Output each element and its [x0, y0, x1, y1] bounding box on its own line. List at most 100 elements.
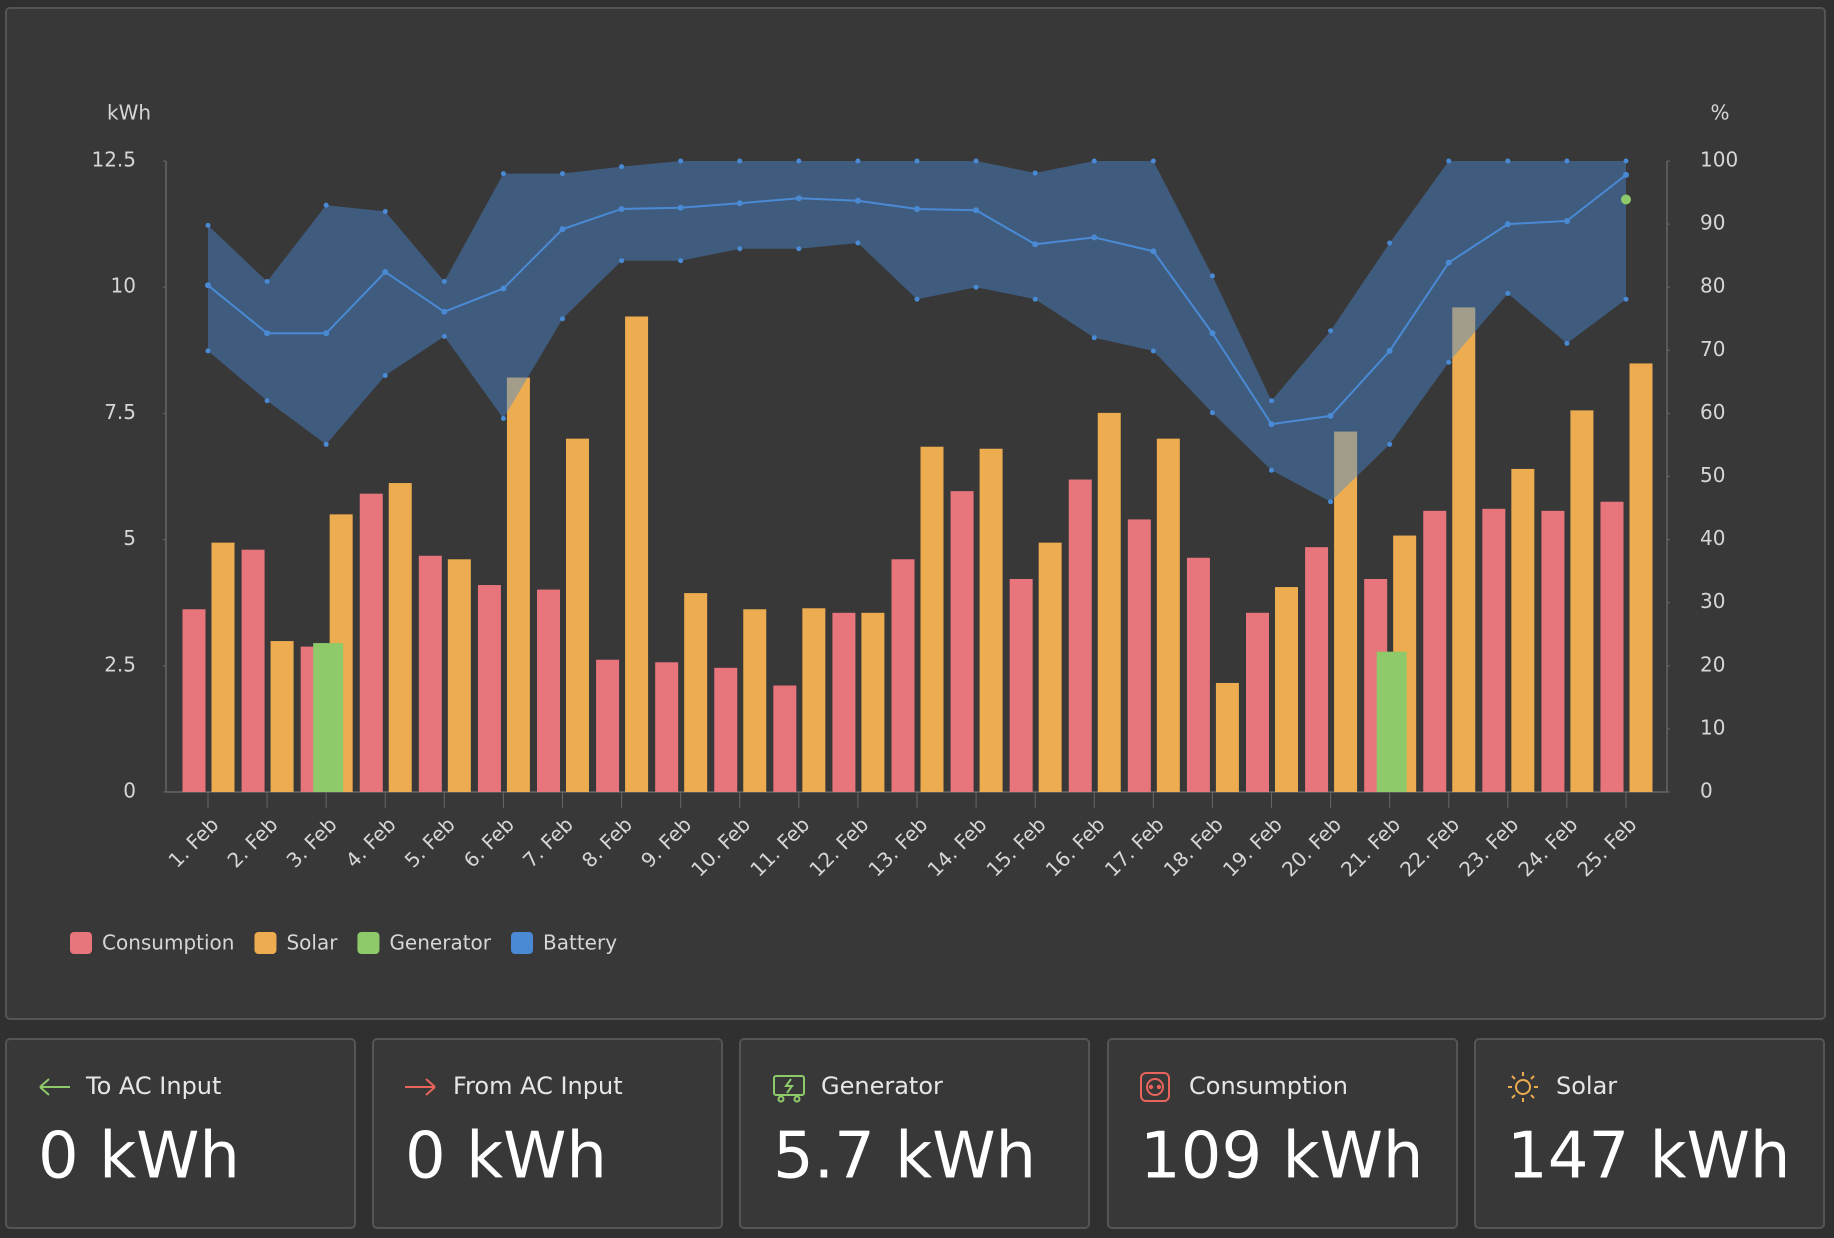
bar [743, 609, 767, 792]
icon-socket [1140, 1072, 1170, 1102]
icon-sun [1508, 1072, 1538, 1102]
range-dot [796, 158, 802, 164]
bar [802, 608, 826, 792]
bar [1215, 682, 1239, 792]
bar [1038, 542, 1062, 792]
bar [1376, 651, 1407, 792]
range-dot [1623, 296, 1629, 302]
range-dot [500, 171, 506, 177]
bar [596, 659, 620, 792]
bar [270, 641, 294, 792]
y2-tick-label: 90 [1700, 211, 1725, 235]
y2-axis-label: % [1710, 101, 1729, 125]
range-dot [1150, 348, 1156, 354]
bar [1452, 307, 1476, 792]
range-dot [855, 158, 861, 164]
bar [1423, 510, 1447, 792]
card-value: 147 kWh [1507, 1120, 1790, 1194]
card-label: Generator [821, 1072, 943, 1100]
range-dot [737, 246, 743, 252]
range-dot [973, 284, 979, 290]
bar [1246, 612, 1269, 792]
bar [1156, 438, 1180, 792]
y-tick-label: 0 [123, 779, 136, 803]
legend-label: Solar [286, 931, 338, 955]
card [739, 1038, 1090, 1229]
y2-tick-label: 10 [1700, 715, 1725, 739]
y2-tick-label: 80 [1700, 274, 1725, 298]
bar [241, 549, 265, 792]
card-label: Consumption [1189, 1072, 1348, 1100]
line-dot [1268, 421, 1275, 428]
range-dot [619, 258, 625, 264]
bar [1629, 363, 1653, 792]
bar [861, 612, 885, 792]
legend-swatch [70, 932, 92, 954]
range-dot [264, 398, 270, 404]
range-dot [1091, 335, 1097, 341]
range-dot [1387, 441, 1393, 447]
range-dot [1623, 158, 1629, 164]
line-dot [1032, 241, 1039, 248]
bar [684, 593, 708, 792]
range-dot [855, 240, 861, 246]
bar [211, 542, 235, 792]
range-dot [441, 333, 447, 339]
legend-swatch [511, 932, 533, 954]
legend-label: Battery [543, 931, 617, 955]
card [1107, 1038, 1458, 1229]
range-dot [560, 171, 565, 177]
bar [447, 559, 471, 792]
bar [1600, 501, 1624, 792]
range-dot [500, 415, 506, 421]
line-dot [382, 269, 389, 276]
range-dot [619, 164, 625, 170]
y-tick-label: 7.5 [104, 400, 136, 424]
line-dot [618, 205, 625, 212]
line-dot [441, 308, 448, 315]
range-dot [737, 158, 743, 164]
line-dot [1623, 171, 1629, 178]
range-dot [1328, 499, 1334, 505]
range-dot [1505, 158, 1511, 164]
legend-label: Generator [389, 931, 491, 955]
bar [537, 589, 560, 792]
y2-tick-label: 40 [1700, 526, 1725, 550]
legend-swatch [254, 932, 277, 954]
line-dot [1504, 221, 1511, 228]
line-dot [323, 330, 330, 337]
bar [1127, 519, 1151, 792]
bar [1009, 578, 1033, 792]
cards: To AC Input 0 kWh From AC Input 0 kWh Ge… [5, 1038, 1825, 1229]
range-dot [796, 246, 802, 252]
bar [950, 491, 974, 792]
range-dot [678, 258, 684, 264]
card-value: 0 kWh [38, 1120, 240, 1194]
bar [891, 559, 915, 792]
range-dot [1209, 273, 1215, 279]
range-dot [382, 373, 388, 379]
y2-tick-label: 60 [1700, 400, 1725, 424]
range-dot [1032, 170, 1038, 176]
bar [506, 377, 530, 792]
bar [566, 438, 589, 792]
bar [313, 643, 344, 792]
line-dot [1150, 248, 1157, 255]
range-dot [382, 208, 388, 214]
range-dot [1091, 158, 1097, 164]
legend-label: Consumption [102, 931, 234, 955]
line-dot [973, 207, 980, 214]
line-dot [264, 330, 271, 337]
y-axis-label: kWh [107, 101, 151, 125]
bar [1068, 479, 1092, 792]
range-dot [1328, 328, 1334, 334]
bar [1097, 412, 1121, 792]
y2-tick-label: 100 [1700, 148, 1738, 172]
battery-range [208, 161, 1626, 502]
bar [1570, 410, 1594, 792]
card-value: 109 kWh [1140, 1120, 1423, 1194]
range-dot [1564, 158, 1570, 164]
marker-dot [1621, 194, 1631, 205]
range-dot [1269, 467, 1274, 473]
